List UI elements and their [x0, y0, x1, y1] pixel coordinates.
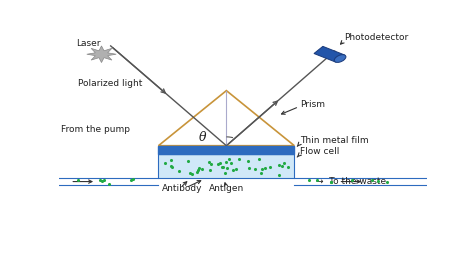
Point	[244, 158, 252, 163]
Point	[99, 178, 106, 183]
Text: Photodetector: Photodetector	[344, 33, 408, 42]
Point	[193, 170, 201, 174]
Point	[262, 166, 269, 170]
Point	[162, 161, 169, 166]
Point	[175, 169, 183, 173]
Text: Antigen: Antigen	[209, 184, 244, 193]
Point	[215, 162, 222, 166]
Point	[167, 164, 174, 168]
Point	[281, 161, 288, 166]
Point	[221, 170, 229, 175]
Point	[278, 164, 286, 168]
Point	[275, 173, 283, 177]
Point	[251, 167, 259, 171]
Point	[194, 168, 201, 172]
Point	[199, 167, 206, 171]
Point	[186, 171, 193, 176]
Point	[205, 160, 213, 165]
Point	[348, 178, 356, 182]
Point	[96, 177, 103, 182]
Point	[168, 165, 176, 170]
Ellipse shape	[334, 55, 346, 62]
Text: Polarized light: Polarized light	[78, 79, 142, 89]
Point	[219, 165, 226, 169]
Bar	[158, 146, 294, 154]
Point	[229, 167, 237, 172]
Point	[257, 170, 264, 175]
Point	[328, 180, 335, 184]
Point	[128, 178, 135, 182]
Text: θ: θ	[199, 130, 206, 144]
Point	[100, 177, 107, 182]
Point	[219, 165, 227, 169]
Text: From the pump: From the pump	[61, 125, 130, 134]
Point	[374, 179, 382, 183]
Text: Laser: Laser	[76, 39, 100, 48]
Point	[314, 178, 321, 183]
Text: Antibody: Antibody	[162, 184, 202, 193]
Text: Thin metal film: Thin metal film	[300, 136, 368, 145]
Point	[168, 158, 175, 162]
Point	[226, 157, 233, 161]
Point	[206, 167, 214, 172]
Text: →  To the waste: → To the waste	[316, 177, 386, 186]
Point	[246, 166, 253, 170]
Point	[195, 166, 203, 170]
Point	[232, 167, 239, 171]
Point	[236, 157, 243, 161]
Point	[368, 178, 376, 182]
Point	[185, 159, 192, 163]
Polygon shape	[314, 46, 345, 62]
Point	[105, 182, 113, 186]
Bar	[158, 154, 294, 178]
Point	[228, 161, 235, 165]
Point	[255, 157, 263, 161]
Polygon shape	[87, 46, 116, 63]
Text: Prism: Prism	[300, 100, 325, 109]
Text: Flow cell: Flow cell	[300, 147, 339, 156]
Point	[266, 165, 273, 169]
Point	[217, 161, 224, 165]
Point	[207, 162, 215, 166]
Point	[305, 178, 313, 182]
Point	[223, 166, 230, 170]
Point	[275, 163, 283, 167]
Point	[259, 167, 266, 171]
Point	[383, 180, 391, 184]
Point	[188, 172, 195, 176]
Point	[223, 160, 230, 165]
Point	[129, 177, 137, 181]
Point	[284, 165, 292, 169]
Point	[74, 178, 82, 182]
Point	[327, 179, 335, 184]
